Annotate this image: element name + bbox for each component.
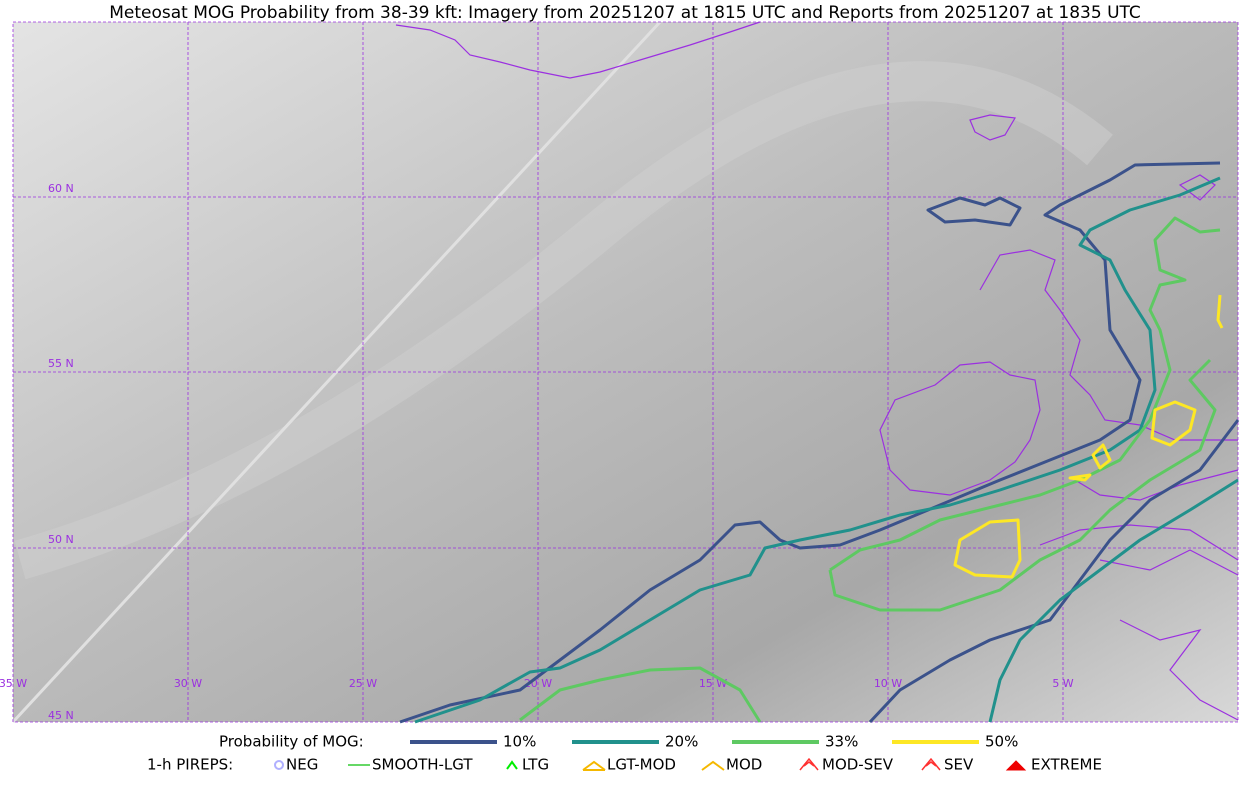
legend-entry: SMOOTH-LGT — [372, 756, 473, 774]
contour-10 — [399, 161, 1221, 724]
legend-entry: 50% — [985, 733, 1018, 751]
lat-label: 45 N — [48, 709, 74, 722]
lat-label: 50 N — [48, 533, 74, 546]
contour-50 — [953, 294, 1224, 579]
pirep-icon — [582, 760, 606, 771]
france-coast — [1099, 549, 1239, 721]
legend-entry: 33% — [825, 733, 858, 751]
pirep-icon — [799, 757, 819, 771]
contour-20 — [414, 176, 1221, 724]
lon-label: 15 W — [699, 677, 727, 690]
contour-33 — [519, 216, 1221, 723]
ireland-coast — [879, 361, 1041, 496]
pirep-icon — [506, 760, 518, 770]
satellite-track — [11, 20, 662, 724]
legend: Probability of MOG: 1-h PIREPS: 10% 20% 33… — [147, 733, 1102, 774]
legend-entry: LTG — [522, 756, 549, 774]
lat-label: 60 N — [48, 182, 74, 195]
pirep-icon — [701, 760, 725, 771]
legend-entry: SEV — [944, 756, 974, 774]
lon-label: 25 W — [349, 677, 377, 690]
legend-label: Probability of MOG: — [219, 733, 364, 751]
legend-entry: NEG — [286, 756, 318, 774]
coastlines — [395, 21, 1239, 721]
contour-33 — [828, 358, 1217, 612]
map-frame — [12, 21, 1239, 723]
pirep-icon — [1005, 760, 1027, 771]
pirep-icon — [274, 760, 284, 770]
contours — [399, 161, 1240, 724]
legend-entry: 10% — [503, 733, 536, 751]
britain-coast — [979, 249, 1239, 561]
contour-10 — [868, 196, 1240, 724]
greenland-coast — [395, 21, 761, 79]
legend-label: 1-h PIREPS: — [147, 756, 233, 774]
cloud-band — [14, 61, 1113, 580]
pirep-icon — [921, 757, 941, 771]
legend-entry: MOD-SEV — [822, 756, 894, 774]
faroe-coast — [969, 114, 1016, 141]
legend-entry: EXTREME — [1031, 756, 1102, 774]
legend-entry: 20% — [665, 733, 698, 751]
lat-label: 55 N — [48, 357, 74, 370]
contour-20 — [988, 478, 1239, 723]
lon-label: 30 W — [174, 677, 202, 690]
legend-entry: MOD — [726, 756, 762, 774]
title: Meteosat MOG Probability from 38-39 kft:… — [109, 3, 1141, 23]
norway-coast — [1178, 174, 1216, 201]
lon-label: 5 W — [1052, 677, 1073, 690]
lon-label: 10 W — [874, 677, 902, 690]
legend-entry: LGT-MOD — [607, 756, 676, 774]
lon-label: 35 W — [0, 677, 27, 690]
